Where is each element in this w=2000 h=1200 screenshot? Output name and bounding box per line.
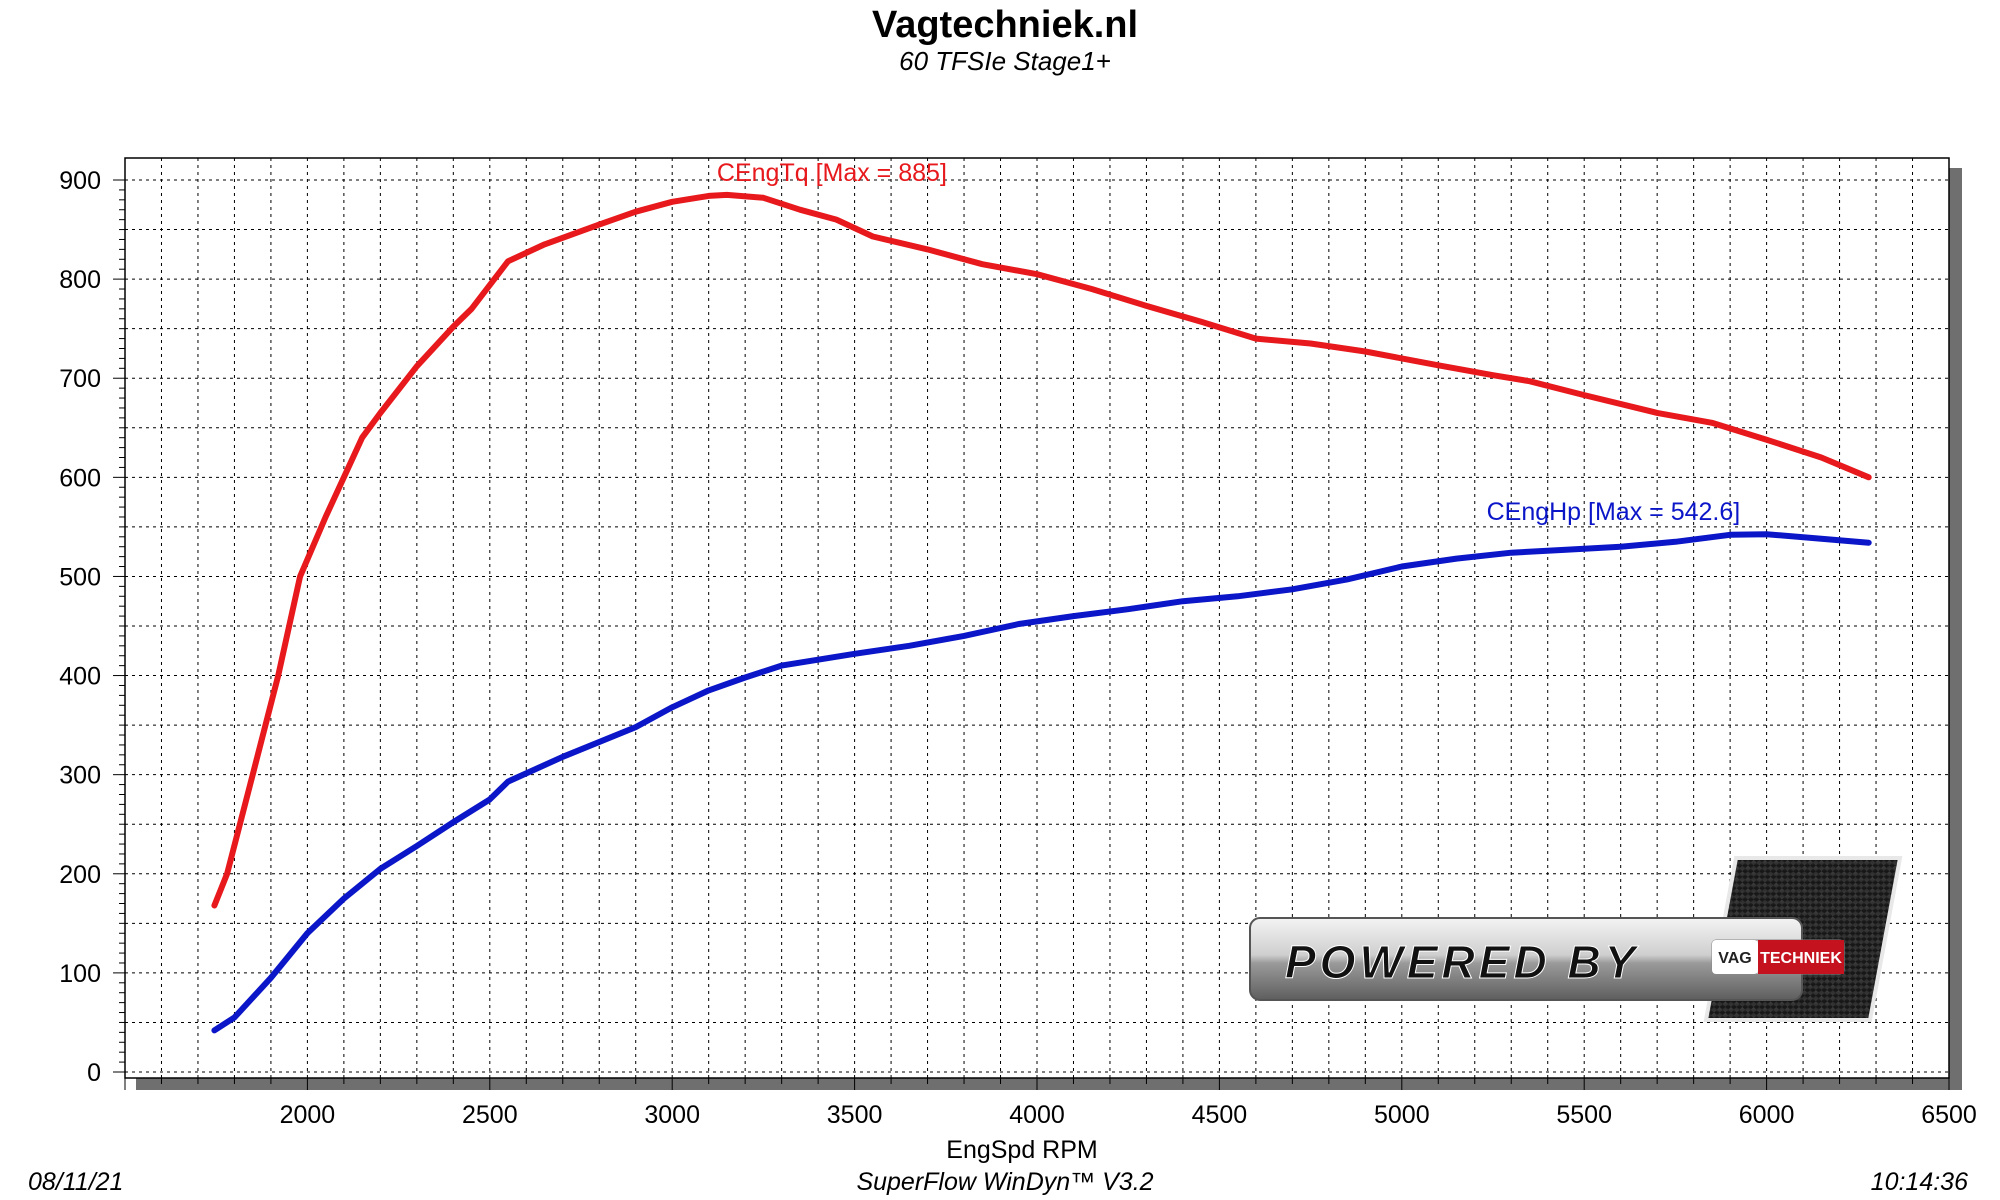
logo-vag: VAG bbox=[1718, 950, 1751, 967]
series-line-cenghp bbox=[211, 531, 1872, 1034]
powered-by-badge: POWERED BY VAG TECHNIEK bbox=[1249, 856, 1903, 1022]
footer-date: 08/11/21 bbox=[28, 1168, 123, 1196]
chart-subtitle: 60 TFSIe Stage1+ bbox=[899, 46, 1111, 76]
y-tick-label: 600 bbox=[59, 464, 101, 492]
y-tick-label: 300 bbox=[59, 762, 101, 790]
x-tick-label: 6000 bbox=[1739, 1101, 1795, 1129]
x-tick-label: 2000 bbox=[280, 1101, 336, 1129]
y-axis: 0 100 200 300 400 500 600 700 800 900 bbox=[59, 167, 125, 1087]
x-tick-label: 4000 bbox=[1009, 1101, 1065, 1129]
y-tick-label: 0 bbox=[87, 1059, 101, 1087]
y-tick-label: 900 bbox=[59, 167, 101, 195]
series-labels: CEngTq [Max = 885] CEngHp [Max = 542.6] bbox=[717, 159, 1740, 526]
y-tick-label: 700 bbox=[59, 365, 101, 393]
y-tick-label: 400 bbox=[59, 663, 101, 691]
series-line-cengtq bbox=[211, 191, 1872, 909]
y-tick-label: 200 bbox=[59, 861, 101, 889]
x-tick-label: 4500 bbox=[1192, 1101, 1248, 1129]
footer-time: 10:14:36 bbox=[1871, 1168, 1968, 1196]
x-axis-label: EngSpd RPM bbox=[946, 1136, 1097, 1164]
x-axis: 2000 2500 3000 3500 4000 4500 5000 5500 6000 6500 bbox=[124, 1078, 1977, 1129]
y-tick-label: 500 bbox=[59, 563, 101, 591]
x-tick-label: 3000 bbox=[644, 1101, 700, 1129]
badge-text: POWERED BY bbox=[1285, 936, 1640, 988]
series-label-cenghp: CEngHp [Max = 542.6] bbox=[1487, 498, 1741, 526]
logo-techniek: TECHNIEK bbox=[1760, 950, 1842, 967]
series-label-cengtq: CEngTq [Max = 885] bbox=[717, 159, 947, 187]
vag-techniek-logo: VAG TECHNIEK bbox=[1711, 939, 1845, 975]
y-tick-label: 800 bbox=[59, 266, 101, 294]
chart-title: Vagtechniek.nl bbox=[872, 4, 1138, 46]
x-tick-label: 2500 bbox=[462, 1101, 518, 1129]
series-group bbox=[211, 191, 1872, 1034]
x-tick-label: 5000 bbox=[1374, 1101, 1430, 1129]
x-tick-label: 3500 bbox=[827, 1101, 883, 1129]
y-tick-label: 100 bbox=[59, 960, 101, 988]
footer-software: SuperFlow WinDyn™ V3.2 bbox=[856, 1168, 1153, 1196]
x-tick-label: 6500 bbox=[1921, 1101, 1977, 1129]
x-tick-label: 5500 bbox=[1556, 1101, 1612, 1129]
